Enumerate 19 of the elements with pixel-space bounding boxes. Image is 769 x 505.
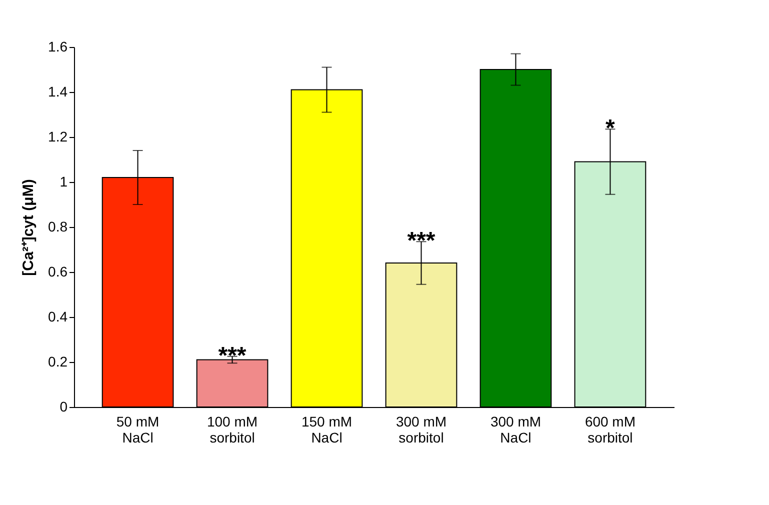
x-tick-label: 300 mM sorbitol	[396, 414, 447, 446]
x-tick-label: 300 mM NaCl	[490, 414, 542, 446]
y-tick-label: 0.2	[48, 354, 68, 370]
annotation: *	[606, 115, 616, 142]
y-tick-label: 1.2	[48, 128, 68, 144]
y-tick-label: 0.8	[48, 218, 68, 234]
x-tick-label: 600 mM sorbitol	[584, 414, 636, 446]
annotation: ***	[407, 228, 436, 255]
y-tick-label: 1.6	[48, 38, 68, 54]
annotation: ***	[218, 342, 247, 370]
y-tick-label: 1.4	[48, 84, 68, 100]
x-tick-label: 100 mM sorbitol	[206, 414, 258, 446]
y-tick-label: 1	[60, 174, 68, 190]
y-axis-title: [Ca²⁺]cyt (μM)	[20, 179, 38, 276]
x-tick-label: 150 mM NaCl	[301, 414, 352, 446]
x-tick-label: 50 mM NaCl	[116, 414, 160, 446]
y-tick-label: 0.4	[48, 308, 68, 324]
y-tick-label: 0.6	[48, 264, 68, 280]
y-tick-label: 0	[60, 398, 68, 414]
